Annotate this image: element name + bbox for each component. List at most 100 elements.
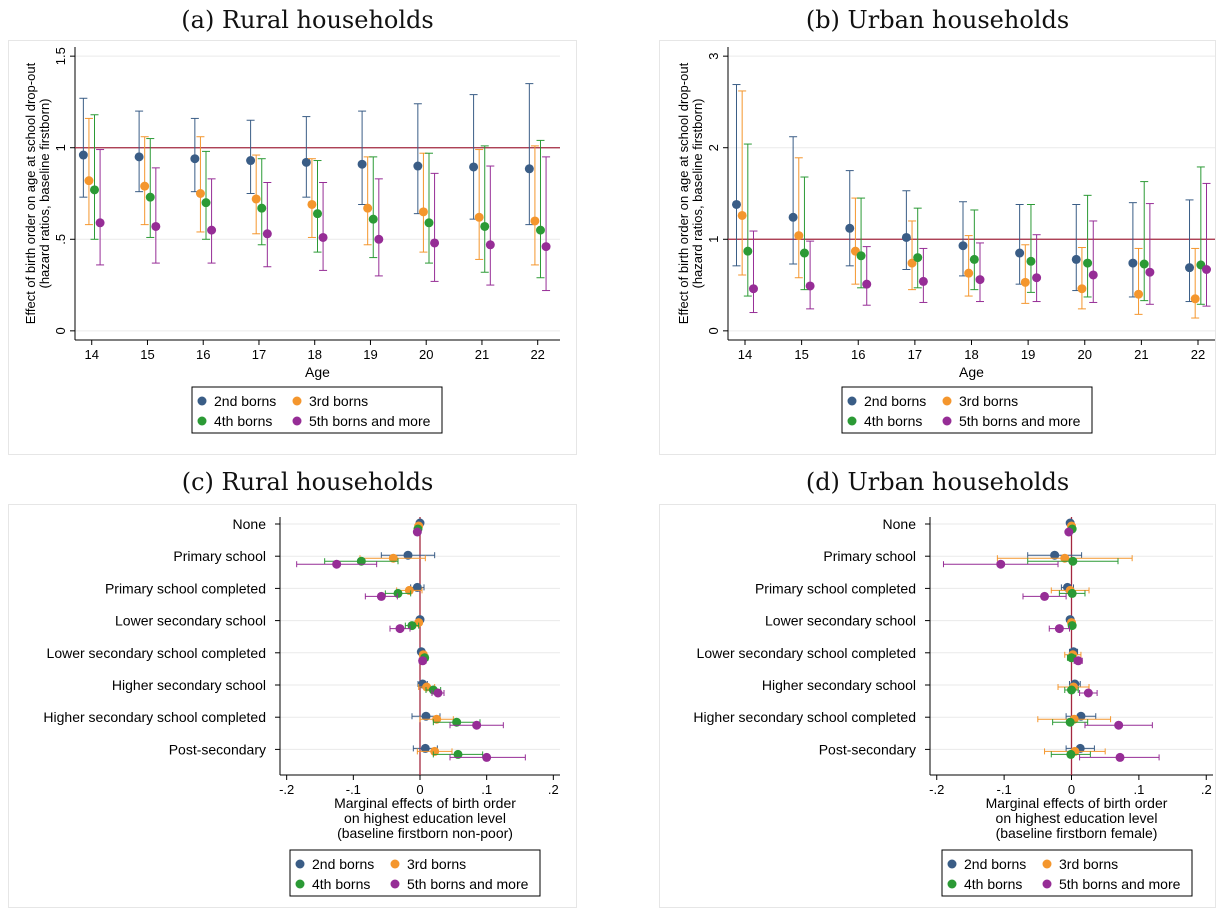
point xyxy=(524,164,534,174)
y-tick-label: 2 xyxy=(706,144,721,151)
y-tick-label: .5 xyxy=(53,234,68,245)
chart-a: 0 .5 1 1.5 14 15 16 17 18 19 20 21 22 Age Effect of bi… xyxy=(23,47,560,380)
point xyxy=(541,242,551,252)
point xyxy=(743,246,753,256)
point xyxy=(318,232,328,242)
point xyxy=(1076,711,1086,721)
point xyxy=(535,225,545,235)
y-axis-label: Effect of birth order on age at school d… xyxy=(23,62,38,324)
legend-marker-1 xyxy=(847,396,857,406)
category-label: Higher secondary school completed xyxy=(43,709,266,725)
point xyxy=(1032,273,1042,283)
x-axis-label: on highest education level xyxy=(344,810,506,826)
point xyxy=(1067,685,1076,695)
y-axis-label: (hazard ratios, baseline firstborn) xyxy=(37,98,52,288)
point xyxy=(207,225,217,235)
point xyxy=(134,152,144,162)
chart-b: 0 1 2 3 14 15 16 17 18 19 20 21 22 Age Effect of birth… xyxy=(676,47,1215,380)
point xyxy=(1202,264,1212,274)
point xyxy=(453,749,463,759)
legend-d: 2nd borns 3rd borns 4th borns 5th borns and… xyxy=(941,849,1193,897)
x-tick-label: -.2 xyxy=(929,782,944,797)
legend-marker-3 xyxy=(197,416,207,426)
point xyxy=(748,284,758,294)
legend-marker-1 xyxy=(295,859,305,869)
point xyxy=(1020,277,1030,287)
point xyxy=(1134,289,1144,299)
category-label: Post-secondary xyxy=(169,741,266,757)
point xyxy=(412,582,422,592)
legend-marker-1 xyxy=(197,396,207,406)
point xyxy=(799,248,809,258)
point xyxy=(78,150,88,160)
point xyxy=(1068,556,1078,566)
legend-label-3: 4th borns xyxy=(214,413,272,429)
x-tick-label: 15 xyxy=(140,347,154,362)
point xyxy=(1083,258,1093,268)
point xyxy=(412,527,422,537)
legend-box xyxy=(941,849,1193,897)
point xyxy=(1128,258,1138,268)
point xyxy=(862,279,872,289)
legend-label-4: 5th borns and more xyxy=(309,413,431,429)
point xyxy=(1026,256,1036,266)
legend-marker-2 xyxy=(942,396,952,406)
legend-marker-4 xyxy=(390,879,400,889)
x-tick-label: 19 xyxy=(363,347,377,362)
x-tick-label: -.2 xyxy=(279,782,294,797)
point xyxy=(368,214,378,224)
y-tick-label: 1.5 xyxy=(53,47,68,65)
x-tick-label: 16 xyxy=(196,347,210,362)
point xyxy=(145,192,155,202)
point xyxy=(901,232,911,242)
point xyxy=(452,717,462,727)
point xyxy=(430,238,440,248)
point xyxy=(1185,263,1195,273)
x-tick-label: .2 xyxy=(1201,782,1212,797)
point xyxy=(975,275,985,285)
chart-d: None Primary school Primary school complet… xyxy=(693,516,1213,841)
point xyxy=(958,241,968,251)
category-label: Higher secondary school completed xyxy=(693,709,916,725)
point xyxy=(964,268,974,278)
category-label: Post-secondary xyxy=(819,741,916,757)
point xyxy=(246,156,256,166)
point xyxy=(1115,752,1125,762)
legend-box xyxy=(289,849,541,897)
x-tick-label: .1 xyxy=(1133,782,1144,797)
point xyxy=(313,209,322,219)
point xyxy=(1064,527,1074,537)
legend-marker-1 xyxy=(947,859,957,869)
point xyxy=(1088,270,1098,280)
category-label: None xyxy=(883,516,917,532)
x-tick-label: 0 xyxy=(416,782,423,797)
category-label: Lower secondary school completed xyxy=(697,645,916,661)
x-tick-label: 18 xyxy=(964,347,978,362)
x-axis-label: Age xyxy=(305,364,330,380)
legend-label-4: 5th borns and more xyxy=(407,876,529,892)
point xyxy=(856,251,866,261)
legend-label-2: 3rd borns xyxy=(959,393,1018,409)
point xyxy=(1060,553,1070,563)
panel-b-frame xyxy=(659,40,1216,455)
legend-label-1: 2nd borns xyxy=(214,393,276,409)
point xyxy=(805,281,815,291)
point xyxy=(388,553,398,563)
legend-label-1: 2nd borns xyxy=(312,856,374,872)
x-axis-label: (baseline firstborn non-poor) xyxy=(337,825,513,841)
point xyxy=(393,588,403,598)
legend-label-3: 4th borns xyxy=(312,876,370,892)
x-tick-label: 21 xyxy=(475,347,489,362)
legend-marker-2 xyxy=(1042,859,1052,869)
point xyxy=(469,162,479,172)
point xyxy=(1073,656,1083,666)
point xyxy=(482,752,492,762)
x-tick-label: 18 xyxy=(307,347,321,362)
point xyxy=(731,199,741,209)
point xyxy=(530,216,540,226)
point xyxy=(474,212,484,222)
point xyxy=(913,253,923,263)
point xyxy=(472,720,482,730)
x-tick-label: 14 xyxy=(84,347,98,362)
